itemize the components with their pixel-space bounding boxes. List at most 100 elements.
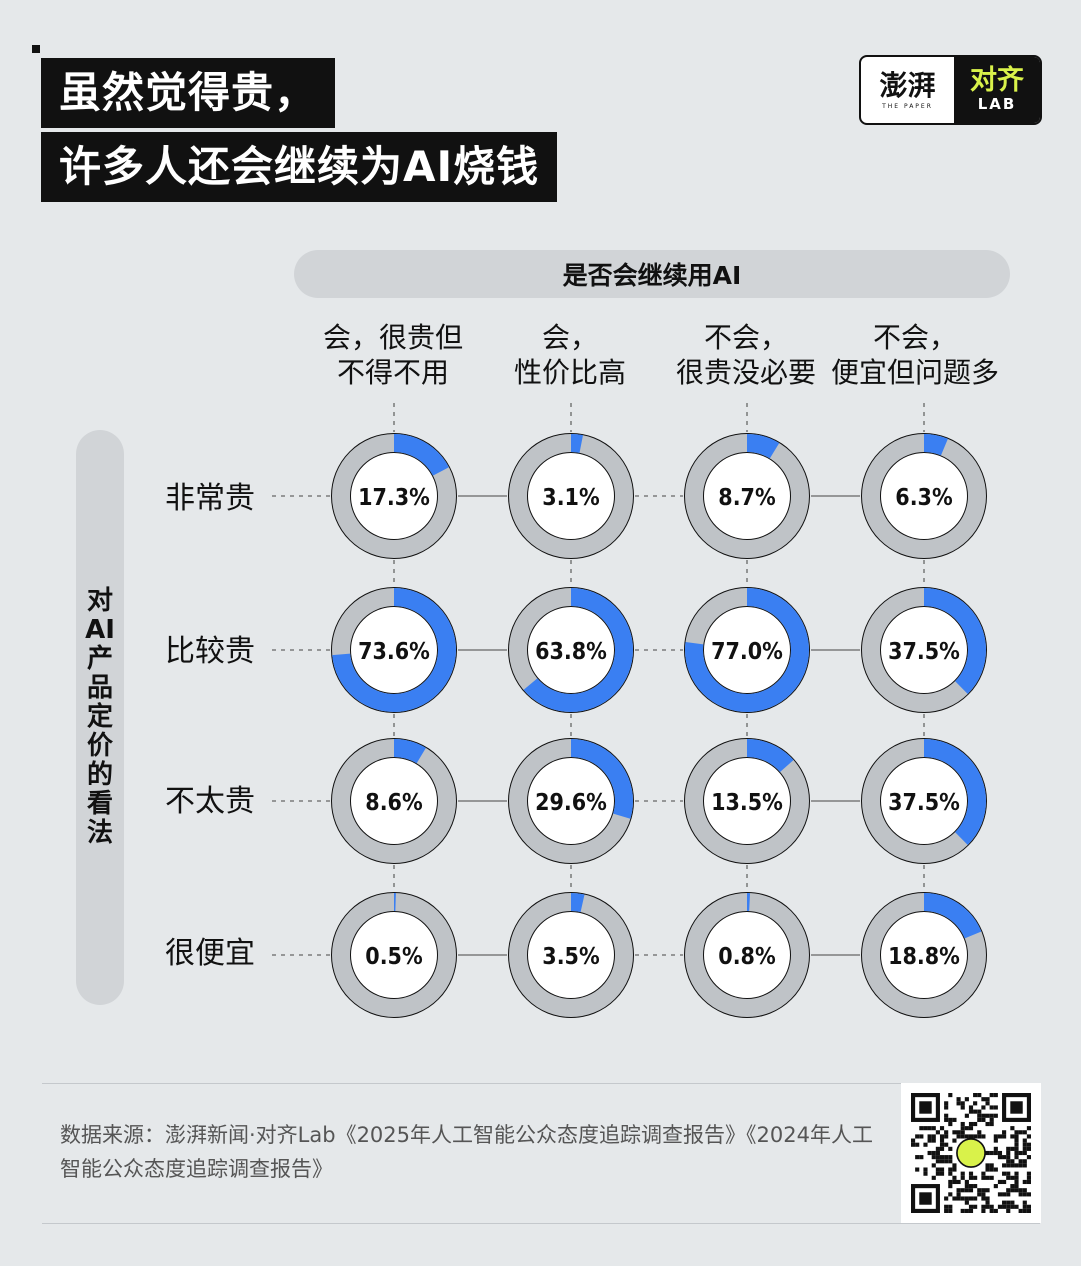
column-label-3: 不会， 很贵没必要 xyxy=(651,320,841,390)
logo-lab-text: 对齐 xyxy=(970,65,1024,96)
qr-module xyxy=(985,1175,990,1180)
qr-module xyxy=(968,1196,974,1201)
qr-module xyxy=(1002,1155,1007,1160)
qr-module xyxy=(948,1208,953,1213)
qr-module xyxy=(960,1188,965,1193)
qr-module xyxy=(919,1126,924,1131)
qr-module xyxy=(993,1150,998,1156)
corner-mark xyxy=(32,45,40,53)
donut-value-arc xyxy=(332,434,456,558)
qr-module xyxy=(935,1130,940,1135)
donut-value-label: 3.5% xyxy=(542,944,600,970)
logo-paper-subtext: THE PAPER xyxy=(882,102,933,110)
qr-module xyxy=(1010,1184,1015,1189)
qr-module xyxy=(935,1150,940,1156)
donut-value-arc xyxy=(862,434,986,558)
column-label-2: 会， 性价比高 xyxy=(475,320,665,390)
qr-module xyxy=(1026,1134,1031,1139)
qr-module xyxy=(948,1179,953,1185)
qr-module xyxy=(1014,1163,1019,1168)
qr-module xyxy=(1026,1126,1031,1131)
qr-module xyxy=(993,1113,998,1118)
qr-module xyxy=(1006,1150,1011,1156)
qr-module xyxy=(1014,1188,1019,1193)
qr-module xyxy=(985,1150,990,1156)
qr-module xyxy=(993,1134,998,1139)
qr-module xyxy=(989,1121,994,1127)
qr-module xyxy=(1014,1155,1019,1160)
qr-module xyxy=(935,1171,940,1176)
qr-module xyxy=(1022,1150,1027,1156)
qr-module xyxy=(973,1184,978,1189)
qr-module xyxy=(1006,1192,1011,1197)
qr-module xyxy=(1018,1150,1023,1156)
source-note: 数据来源：澎湃新闻·对齐Lab《2025年人工智能公众态度追踪调查报告》《202… xyxy=(60,1123,873,1181)
qr-module xyxy=(981,1097,986,1102)
column-label-4-line1: 不会， xyxy=(872,321,957,354)
the-paper-lab-logo: 澎湃 THE PAPER 对齐 LAB xyxy=(859,55,1042,125)
qr-module xyxy=(1002,1204,1007,1209)
qr-module xyxy=(1026,1208,1031,1213)
qr-module xyxy=(948,1093,953,1098)
qr-module xyxy=(939,1142,945,1147)
qr-module xyxy=(1002,1163,1007,1168)
donut-value-label: 73.6% xyxy=(358,639,430,665)
qr-module xyxy=(1010,1159,1015,1164)
qr-module xyxy=(1026,1171,1031,1176)
qr-module xyxy=(939,1171,945,1176)
footer-divider-top xyxy=(42,1083,1040,1084)
qr-module xyxy=(1014,1171,1019,1176)
row-label-2: 比较贵 xyxy=(165,634,255,669)
qr-module xyxy=(952,1175,957,1180)
qr-module xyxy=(944,1117,949,1122)
qr-module xyxy=(1022,1192,1027,1197)
qr-module xyxy=(931,1163,936,1168)
qr-module xyxy=(989,1117,994,1122)
qr-module xyxy=(964,1179,969,1185)
qr-module xyxy=(985,1101,990,1106)
qr-module xyxy=(1014,1146,1019,1151)
qr-module xyxy=(1014,1179,1019,1185)
qr-module xyxy=(1014,1142,1019,1147)
qr-module xyxy=(977,1188,982,1193)
qr-module xyxy=(1018,1208,1023,1213)
qr-module xyxy=(960,1105,965,1110)
qr-module xyxy=(944,1142,949,1147)
qr-module xyxy=(1006,1146,1011,1151)
qr-module xyxy=(956,1130,961,1135)
qr-module xyxy=(989,1167,994,1172)
qr-module xyxy=(964,1196,969,1201)
donut-value-arc xyxy=(685,893,809,1017)
row-label-1: 非常贵 xyxy=(165,481,255,516)
qr-module xyxy=(952,1117,957,1122)
qr-module xyxy=(1022,1179,1027,1185)
qr-module xyxy=(989,1105,994,1110)
qr-module xyxy=(993,1208,998,1213)
qr-module xyxy=(981,1134,986,1139)
logo-lab-section: 对齐 LAB xyxy=(954,57,1040,123)
qr-module xyxy=(960,1196,965,1201)
qr-module xyxy=(973,1101,978,1106)
qr-module xyxy=(1022,1163,1027,1168)
qr-module xyxy=(989,1175,994,1180)
donut-value-arc xyxy=(509,588,633,712)
qr-module xyxy=(997,1155,1003,1160)
qr-module xyxy=(927,1138,932,1143)
row-label-4: 很便宜 xyxy=(165,936,255,971)
donut-value-label: 13.5% xyxy=(711,790,783,816)
qr-module xyxy=(915,1134,920,1139)
qr-module xyxy=(939,1126,945,1131)
qr-module xyxy=(948,1117,953,1122)
qr-module xyxy=(968,1188,974,1193)
qr-module xyxy=(948,1204,953,1209)
qr-module xyxy=(927,1150,932,1156)
qr-module xyxy=(968,1184,974,1189)
qr-module xyxy=(1026,1192,1031,1197)
qr-module xyxy=(1010,1146,1015,1151)
donut-value-label: 8.7% xyxy=(718,485,776,511)
qr-module xyxy=(964,1200,969,1205)
qr-module xyxy=(964,1097,969,1102)
qr-module xyxy=(915,1155,920,1160)
qr-module xyxy=(956,1192,961,1197)
qr-module xyxy=(931,1138,936,1143)
